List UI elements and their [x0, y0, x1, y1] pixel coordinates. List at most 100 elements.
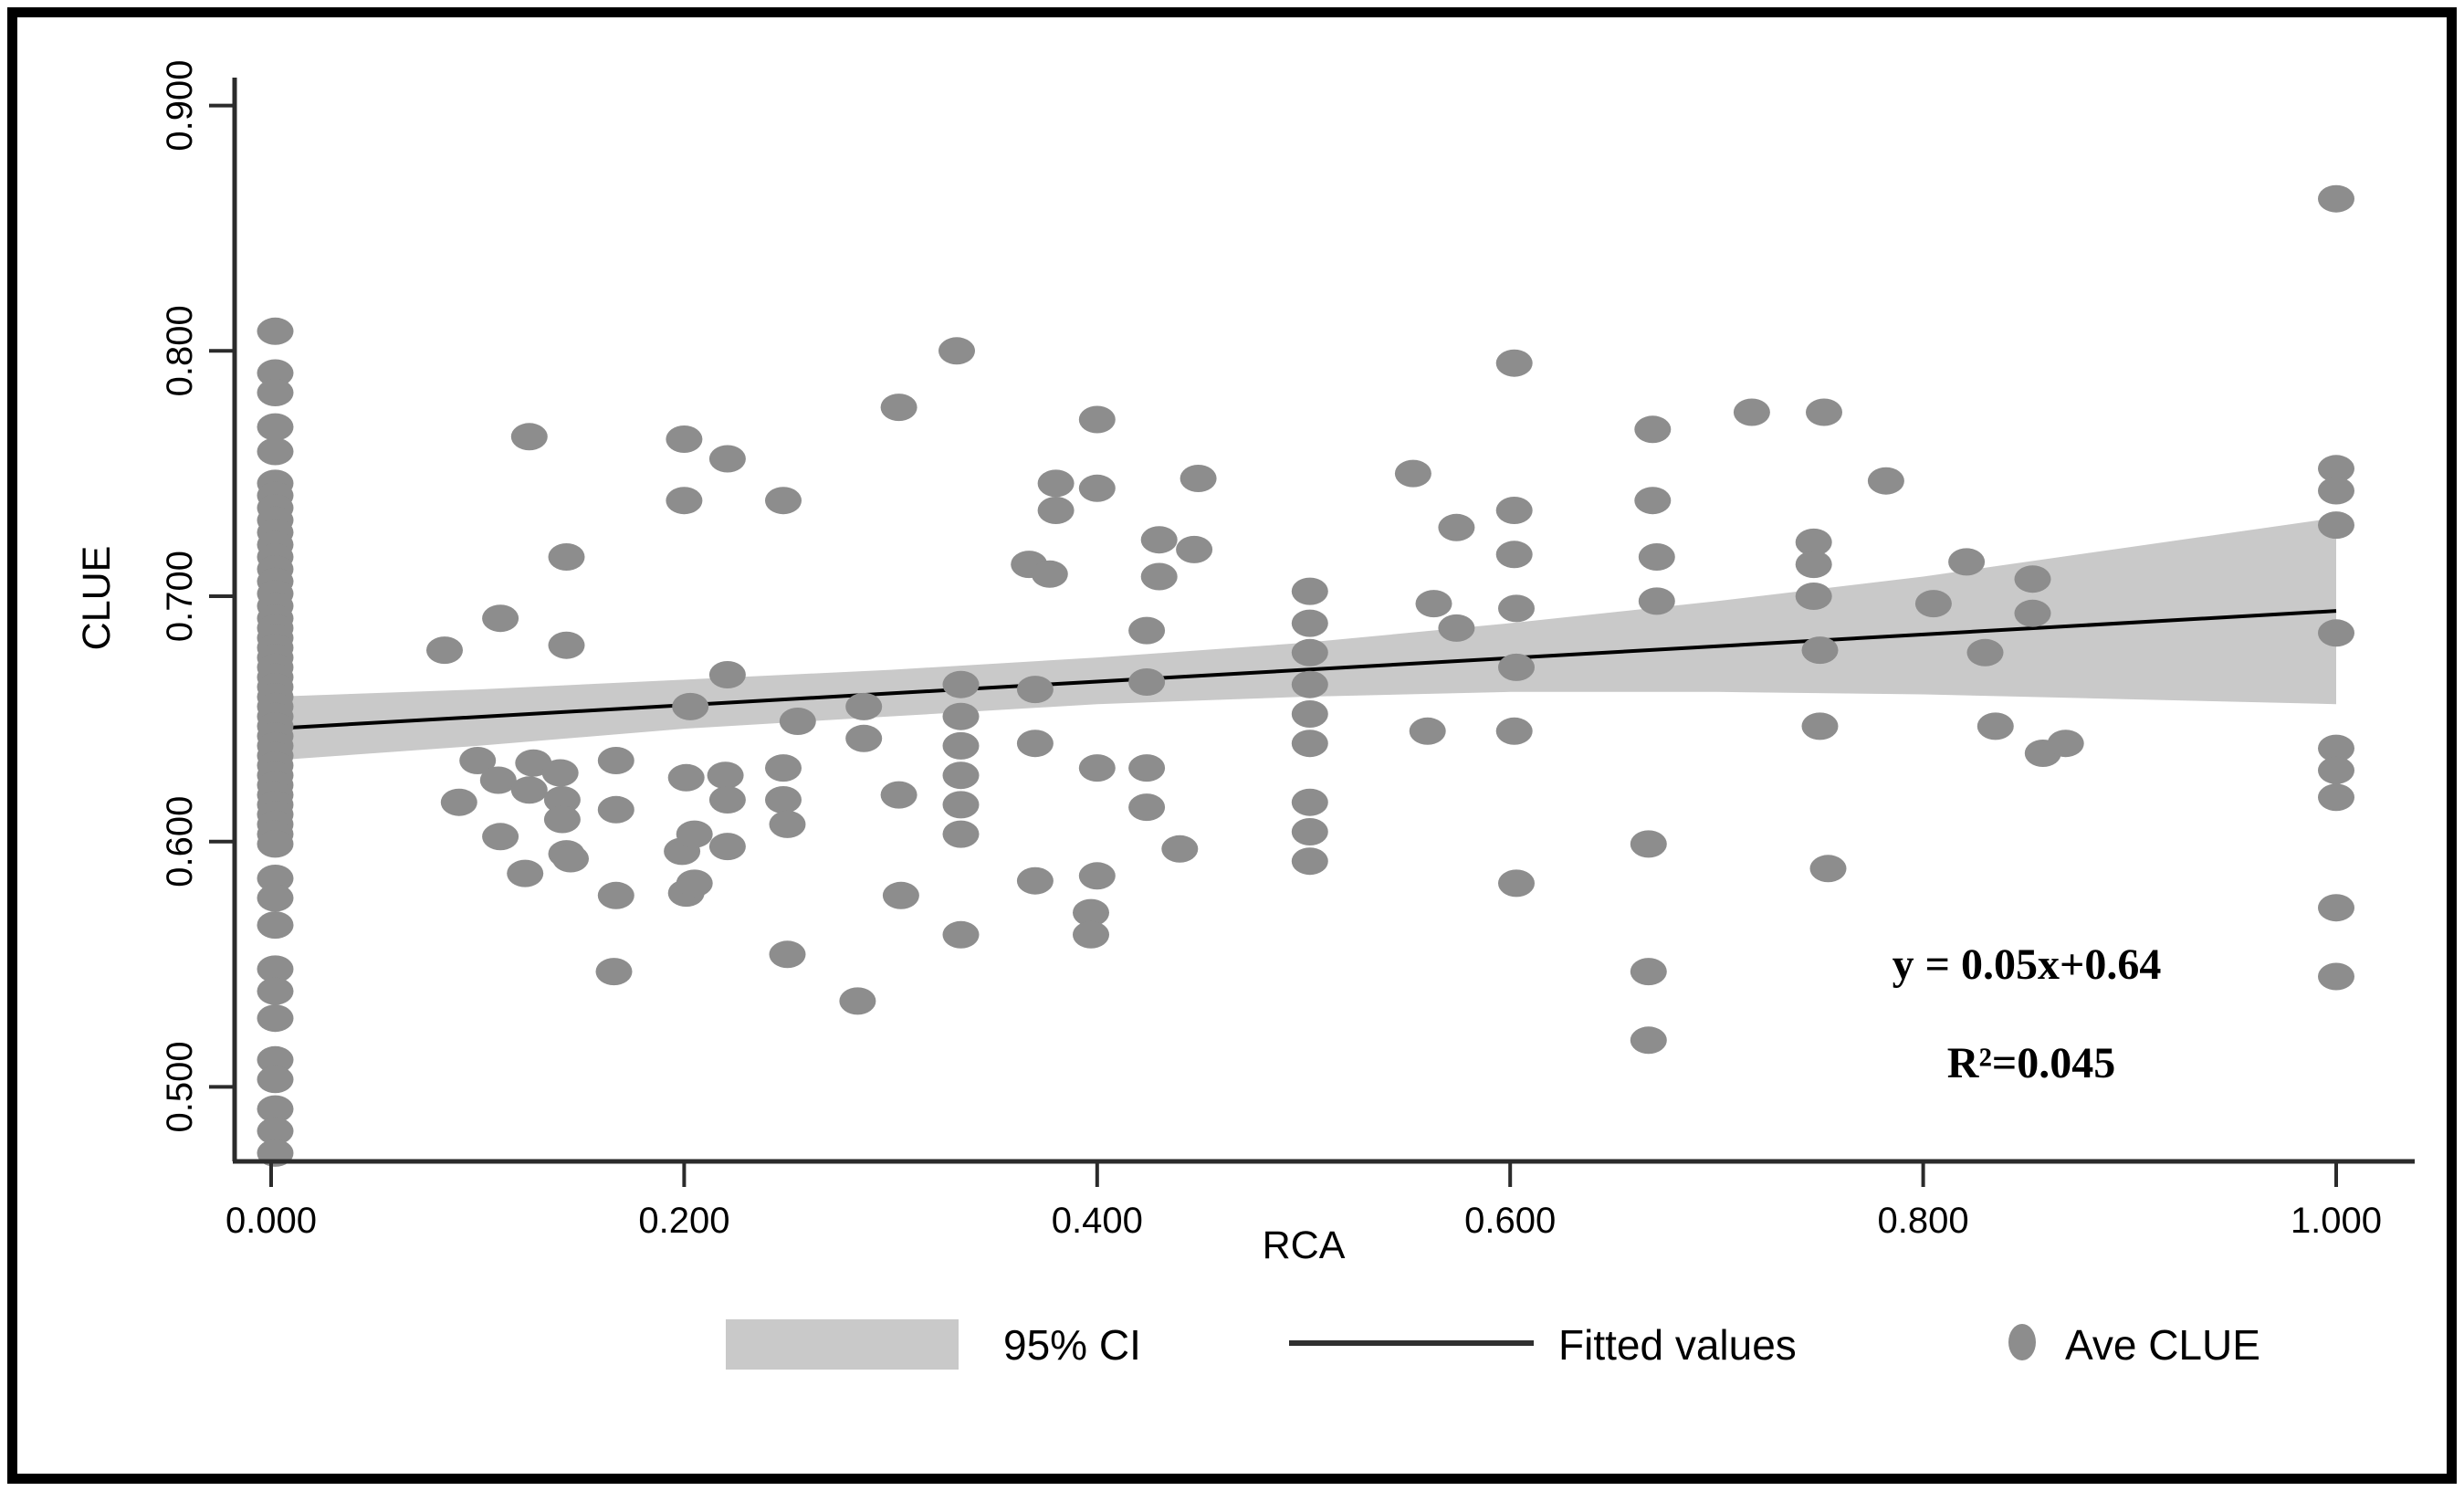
legend: 95% CI Fitted values Ave CLUE: [726, 1319, 2260, 1370]
scatter-point: [1634, 487, 1672, 515]
r-squared: R²=0.045: [1947, 1039, 2115, 1087]
y-axis-title: CLUE: [75, 546, 119, 651]
scatter-point: [2318, 783, 2354, 812]
scatter-point: [257, 977, 294, 1005]
scatter-point: [845, 692, 883, 720]
scatter-point: [942, 702, 980, 730]
fitted-values-line: [270, 609, 2337, 731]
scatter-point: [257, 359, 294, 387]
scatter-point: [510, 423, 548, 451]
scatter-point: [769, 810, 806, 838]
scatter-point: [880, 781, 917, 809]
scatter-point: [257, 1004, 294, 1033]
scatter-point: [257, 884, 294, 912]
scatter-point: [707, 761, 744, 790]
scatter-point: [1630, 830, 1667, 858]
scatter-point: [708, 661, 746, 688]
scatter-point: [1806, 398, 1842, 426]
scatter-point: [1078, 405, 1116, 434]
scatter-point: [1795, 583, 1832, 610]
scatter-point: [257, 865, 294, 892]
scatter-point: [1498, 653, 1535, 681]
legend-points-label: Ave CLUE: [2065, 1321, 2260, 1369]
marker-swatch: [2008, 1324, 2036, 1360]
scatter-point: [2318, 734, 2354, 762]
scatter-point: [597, 747, 634, 774]
scatter-point: [1016, 676, 1054, 704]
scatter-point: [1495, 349, 1533, 377]
x-tick-label: 0.600: [1464, 1201, 1556, 1241]
scatter-point: [257, 955, 294, 983]
scatter-point: [1438, 614, 1475, 642]
scatter-point: [839, 987, 876, 1015]
scatter-point: [765, 754, 802, 782]
scatter-point: [2318, 962, 2354, 991]
scatter-point: [1495, 541, 1533, 569]
scatter-point: [1016, 730, 1054, 758]
scatter-point: [257, 1095, 294, 1123]
scatter-point: [1037, 497, 1075, 524]
scatter-point: [1037, 469, 1075, 498]
scatter-point: [1291, 788, 1328, 816]
scatter-point: [1498, 594, 1535, 623]
scatter-point: [1801, 712, 1839, 740]
scatter-point: [765, 786, 802, 814]
scatter-point: [942, 820, 980, 848]
scatter-point: [2318, 619, 2354, 647]
scatter-point: [1078, 862, 1116, 890]
scatter-point: [1948, 548, 1986, 576]
scatter-point: [765, 487, 802, 515]
scatter-point: [779, 708, 816, 735]
scatter-point: [882, 881, 919, 909]
scatter-point: [1438, 513, 1475, 541]
scatter-point: [1176, 535, 1213, 563]
scatter-point: [1291, 577, 1328, 605]
scatter-point: [2318, 455, 2354, 483]
scatter-point: [1409, 717, 1446, 745]
regression-equation: y = 0.05x+0.64: [1893, 940, 2162, 989]
scatter-point: [1291, 847, 1328, 876]
scatter-point: [1976, 712, 2014, 740]
scatter-point: [667, 763, 705, 792]
legend-fit-label: Fitted values: [1558, 1321, 1797, 1369]
scatter-point: [426, 636, 463, 665]
x-tick-label: 0.800: [1878, 1201, 1969, 1241]
scatter-point: [482, 604, 519, 633]
y-tick-label: 0.600: [160, 796, 200, 887]
scatter-point: [257, 1117, 294, 1145]
scatter-point: [1415, 590, 1452, 618]
scatter-point: [708, 445, 746, 473]
y-tick-label: 0.700: [160, 551, 200, 642]
fitted-line: [270, 609, 2337, 731]
x-tick-label: 1.000: [2291, 1201, 2382, 1241]
scatter-point: [543, 786, 581, 814]
scatter-point: [938, 337, 975, 365]
scatter-point: [257, 437, 294, 466]
scatter-point: [942, 761, 980, 790]
scatter-point: [942, 731, 980, 760]
x-axis-title: RCA: [1263, 1223, 1346, 1267]
scatter-point: [1128, 793, 1166, 822]
legend-ci-label: 95% CI: [1003, 1321, 1141, 1369]
scatter-point: [1495, 717, 1533, 745]
y-axis-ticks: 0.900 0.800 0.700 0.600 0.500: [160, 60, 235, 1132]
scatter-point: [666, 487, 703, 515]
scatter-point: [597, 881, 634, 909]
scatter-point: [1291, 700, 1328, 728]
scatter-point: [479, 766, 517, 794]
scatter-point: [1498, 869, 1535, 898]
scatter-point: [769, 940, 806, 969]
scatter-point: [1801, 636, 1839, 665]
scatter-point: [942, 670, 980, 698]
scatter-point: [880, 394, 917, 422]
scatter-point: [257, 379, 294, 406]
scatter-points: [257, 184, 2354, 1167]
x-tick-label: 0.400: [1052, 1201, 1143, 1241]
scatter-point: [1394, 459, 1431, 488]
scatter-point: [676, 820, 713, 848]
scatter-point: [257, 317, 294, 345]
y-tick-label: 0.800: [160, 305, 200, 396]
scatter-point: [1630, 958, 1667, 986]
scatter-point: [1966, 638, 2004, 667]
